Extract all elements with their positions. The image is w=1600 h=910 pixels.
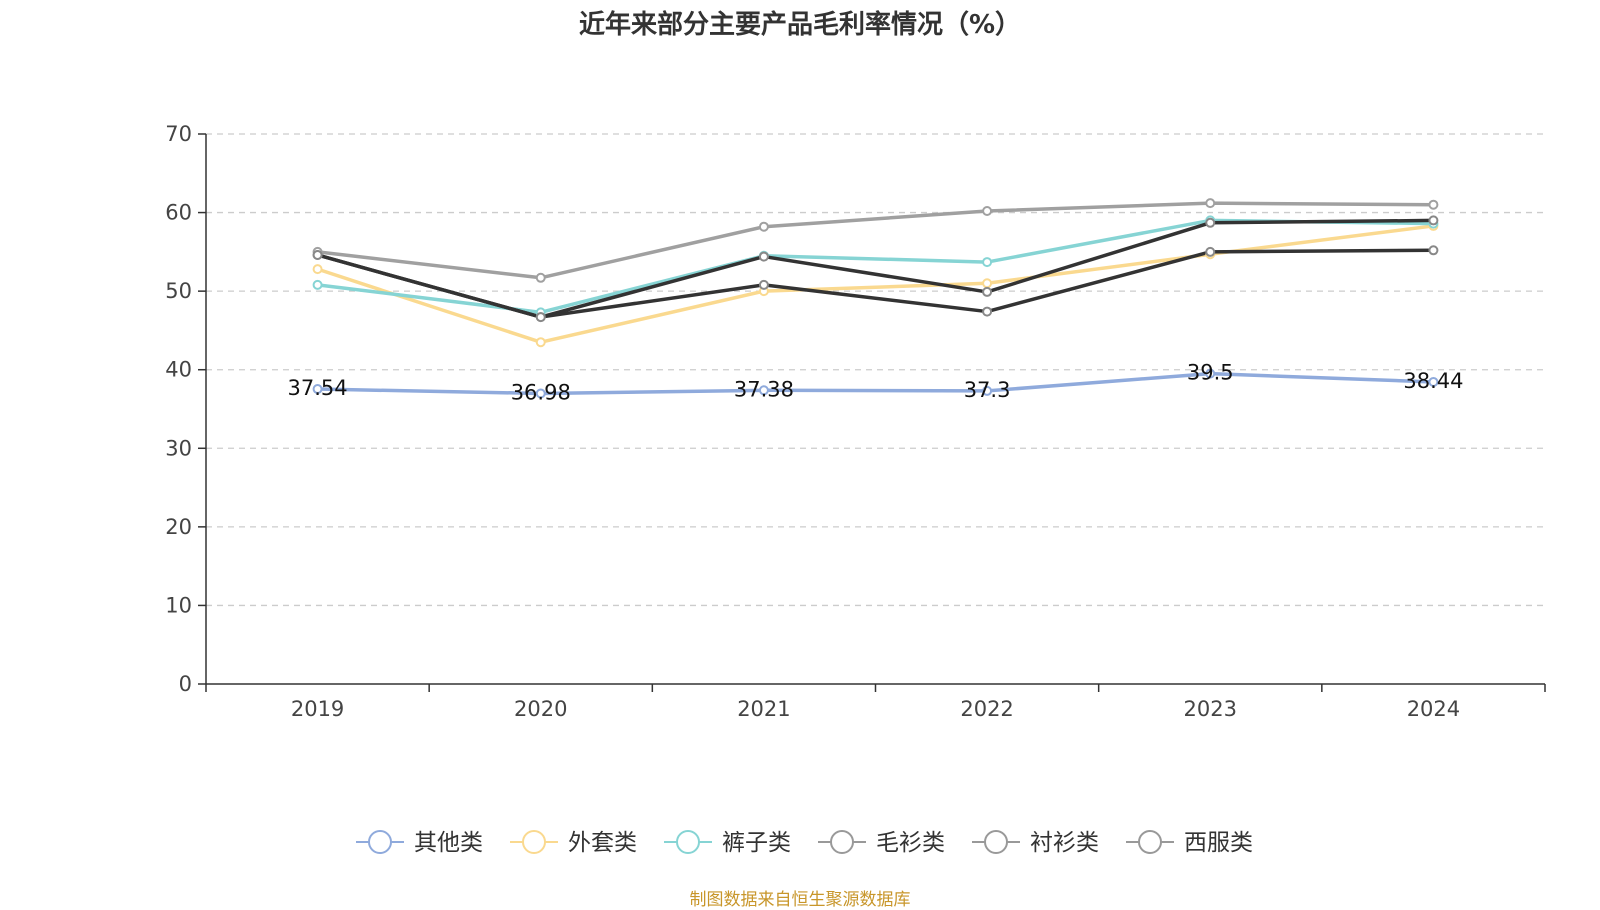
legend-marker: [522, 830, 546, 854]
data-source-note: 制图数据来自恒生聚源数据库: [689, 890, 911, 910]
data-point: [1428, 245, 1439, 256]
y-tick-label: 50: [165, 279, 192, 303]
data-point: [758, 279, 769, 290]
data-point: [1205, 246, 1216, 257]
series-line-1: [317, 224, 1434, 344]
y-tick-label: 60: [165, 201, 192, 225]
data-label: 37.54: [288, 376, 348, 400]
data-point: [982, 286, 993, 297]
data-point: [1428, 376, 1439, 387]
data-label: 37.3: [964, 378, 1011, 402]
data-point: [1205, 368, 1216, 379]
legend-marker: [368, 830, 392, 854]
y-tick-label: 70: [165, 122, 192, 146]
legend-marker: [830, 830, 854, 854]
legend-item-label: 裤子类: [722, 830, 791, 856]
x-tick-label: 2020: [514, 697, 567, 721]
x-tick-label: 2019: [291, 697, 344, 721]
x-tick-label: 2022: [960, 697, 1013, 721]
data-point: [535, 388, 546, 399]
data-label: 39.5: [1187, 361, 1234, 385]
data-point: [535, 312, 546, 323]
legend-item-label: 毛衫类: [876, 830, 945, 856]
data-point: [758, 385, 769, 396]
data-point: [982, 206, 993, 216]
x-tick-label: 2023: [1184, 697, 1237, 721]
series-line-3: [317, 201, 1434, 280]
data-label: 38.44: [1403, 369, 1463, 393]
y-tick-label: 0: [179, 672, 192, 696]
data-point: [312, 279, 323, 290]
y-tick-label: 30: [165, 436, 192, 460]
data-point: [982, 385, 993, 396]
data-point: [758, 251, 769, 262]
data-label: 37.38: [734, 377, 794, 401]
y-tick-label: 40: [165, 358, 192, 382]
data-point: [982, 257, 993, 268]
data-point: [535, 272, 546, 283]
legend-item-label: 西服类: [1184, 830, 1253, 856]
data-point: [758, 221, 769, 232]
data-point: [982, 278, 993, 289]
legend-marker: [676, 830, 700, 854]
chart-title: 近年来部分主要产品毛利率情况（%）: [578, 10, 1022, 40]
legend-marker: [984, 830, 1008, 854]
legend-item-label: 外套类: [568, 830, 637, 856]
data-point: [1205, 217, 1216, 228]
y-tick-label: 20: [165, 515, 192, 539]
data-point: [1428, 215, 1439, 226]
series-line-5: [317, 248, 1434, 319]
legend-item-label: 其他类: [414, 830, 483, 856]
x-tick-label: 2021: [737, 697, 790, 721]
legend-marker: [1138, 830, 1162, 854]
x-tick-label: 2024: [1407, 697, 1460, 721]
data-label: 36.98: [511, 380, 571, 404]
y-tick-label: 10: [165, 593, 192, 617]
data-point: [312, 264, 323, 275]
data-point: [312, 384, 323, 395]
data-point: [312, 250, 323, 260]
data-point: [535, 337, 546, 348]
series-line-0: [317, 371, 1434, 396]
data-point: [982, 306, 993, 317]
legend-item-label: 衬衫类: [1030, 830, 1099, 856]
data-point: [1205, 198, 1216, 209]
data-point: [1428, 199, 1439, 210]
